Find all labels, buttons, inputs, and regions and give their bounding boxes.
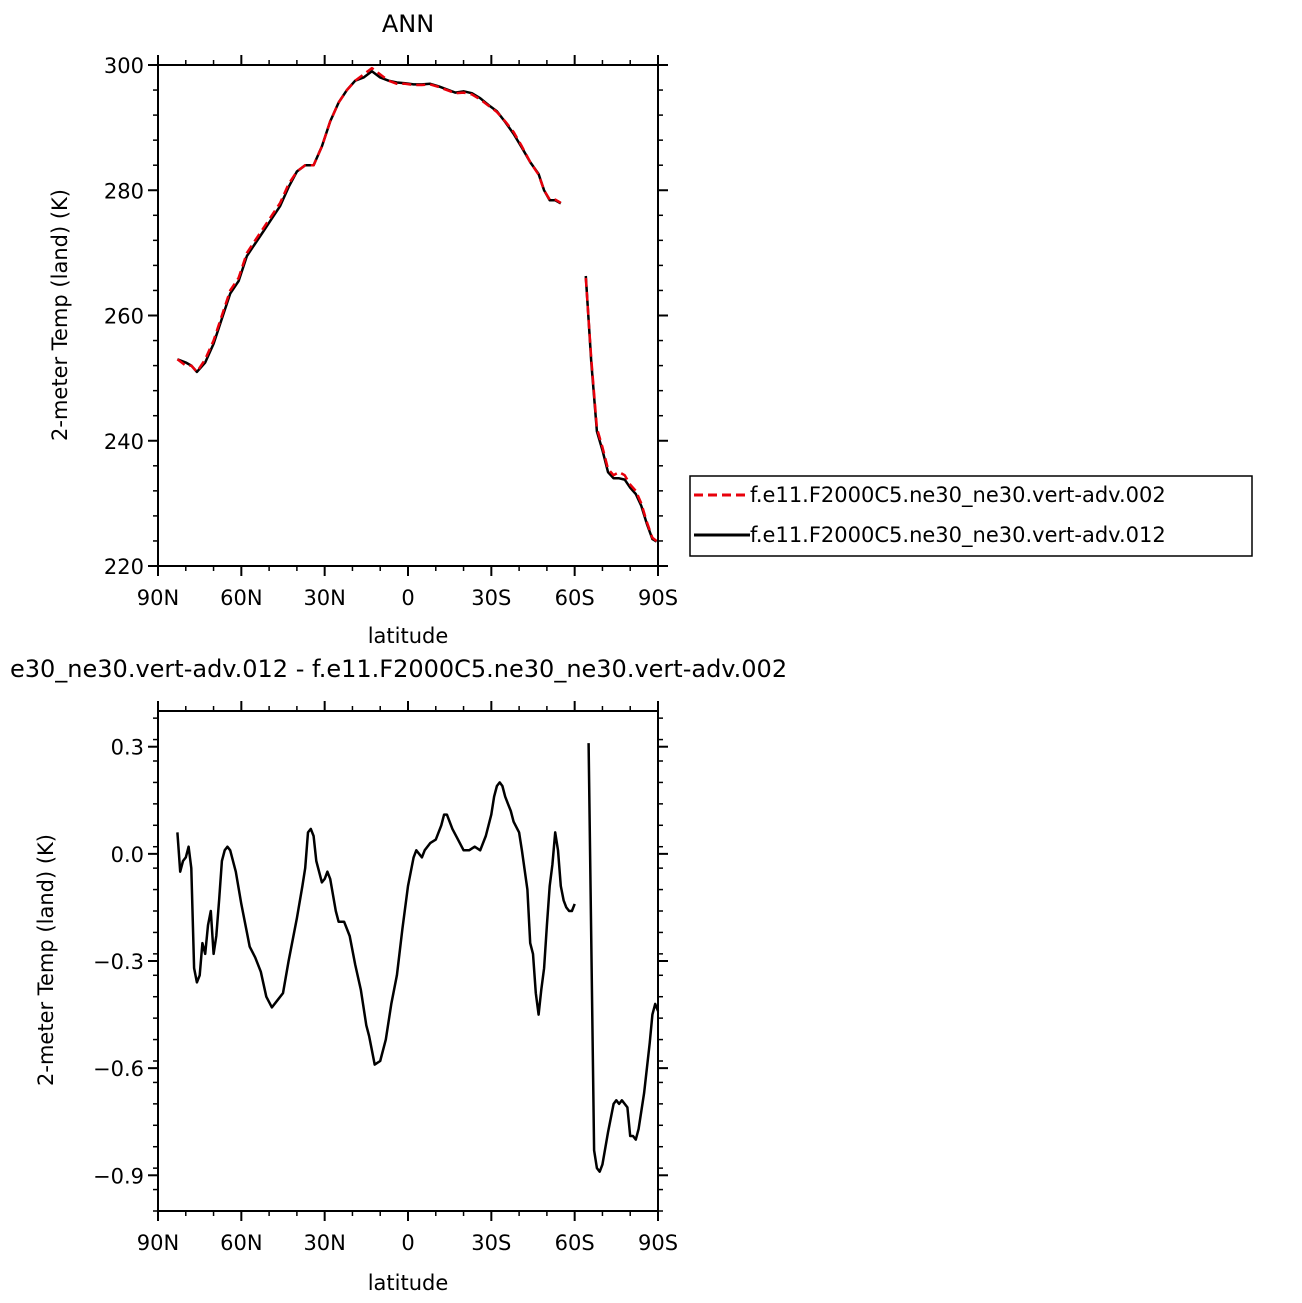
top-chart-xtick-label: 60N xyxy=(220,586,262,610)
top-chart-xtick-label: 30S xyxy=(471,586,511,610)
top-chart-ytick-label: 300 xyxy=(104,54,144,78)
top-chart-ytick-label: 240 xyxy=(104,430,144,454)
bottom-chart-ytick-label: 0.3 xyxy=(111,736,144,760)
bottom-chart-ytick-label: −0.3 xyxy=(93,950,144,974)
bottom-chart-xtick-label: 90N xyxy=(137,1231,179,1255)
bottom-chart-title: e30_ne30.vert-adv.012 - f.e11.F2000C5.ne… xyxy=(10,655,787,683)
top-chart-series-1-line-segment-1 xyxy=(176,66,562,374)
top-chart-panel: ANN 2-meter Temp (land) (K) latitude 90N… xyxy=(48,10,678,648)
legend-label-series-2: f.e11.F2000C5.ne30_ne30.vert-adv.012 xyxy=(750,523,1166,548)
top-chart-ytick-label: 220 xyxy=(104,555,144,579)
bottom-chart-series xyxy=(176,743,660,1173)
bottom-chart-xtick-label: 90S xyxy=(638,1231,678,1255)
bottom-chart-xtick-label: 30N xyxy=(303,1231,345,1255)
top-chart-series-1-line-segment-2 xyxy=(584,277,658,542)
top-chart-xtick-label: 0 xyxy=(401,586,414,610)
legend: f.e11.F2000C5.ne30_ne30.vert-adv.002 f.e… xyxy=(689,475,1253,557)
bottom-chart-xtick-label: 60S xyxy=(555,1231,595,1255)
bottom-chart-ytick-label: 0.0 xyxy=(111,843,144,867)
legend-label-series-1: f.e11.F2000C5.ne30_ne30.vert-adv.002 xyxy=(750,483,1166,508)
top-chart-xtick-label: 60S xyxy=(555,586,595,610)
top-chart-xtick-label: 90N xyxy=(137,586,179,610)
top-chart-ticks: 90N 60N 30N 0 30S 60S 90S 300 280 260 240 220 xyxy=(104,54,678,610)
bottom-chart-ytick-label: −0.6 xyxy=(93,1057,144,1081)
top-chart-xlabel: latitude xyxy=(368,624,449,648)
bottom-chart-xlabel: latitude xyxy=(368,1271,449,1295)
top-chart-title: ANN xyxy=(382,10,434,38)
legend-box xyxy=(689,475,1253,557)
bottom-chart-xtick-label: 30S xyxy=(471,1231,511,1255)
bottom-chart-series-1-line-segment-2 xyxy=(587,743,660,1173)
bottom-chart-xtick-label: 60N xyxy=(220,1231,262,1255)
top-chart-ytick-label: 280 xyxy=(104,179,144,203)
bottom-chart-frame xyxy=(157,710,659,1212)
top-chart-xtick-label: 30N xyxy=(303,586,345,610)
top-chart-frame xyxy=(157,64,659,567)
top-chart-ytick-label: 260 xyxy=(104,305,144,329)
top-chart-ylabel: 2-meter Temp (land) (K) xyxy=(48,189,72,441)
bottom-chart-panel: e30_ne30.vert-adv.012 - f.e11.F2000C5.ne… xyxy=(10,655,787,1295)
bottom-chart-ylabel: 2-meter Temp (land) (K) xyxy=(34,834,58,1086)
top-chart-series-2-line-segment-1 xyxy=(176,70,562,374)
top-chart-series xyxy=(176,66,658,543)
bottom-chart-series-1-line-segment-1 xyxy=(176,781,576,1066)
bottom-chart-ytick-label: −0.9 xyxy=(93,1164,144,1188)
top-chart-xtick-label: 90S xyxy=(638,586,678,610)
bottom-chart-xtick-label: 0 xyxy=(401,1231,414,1255)
